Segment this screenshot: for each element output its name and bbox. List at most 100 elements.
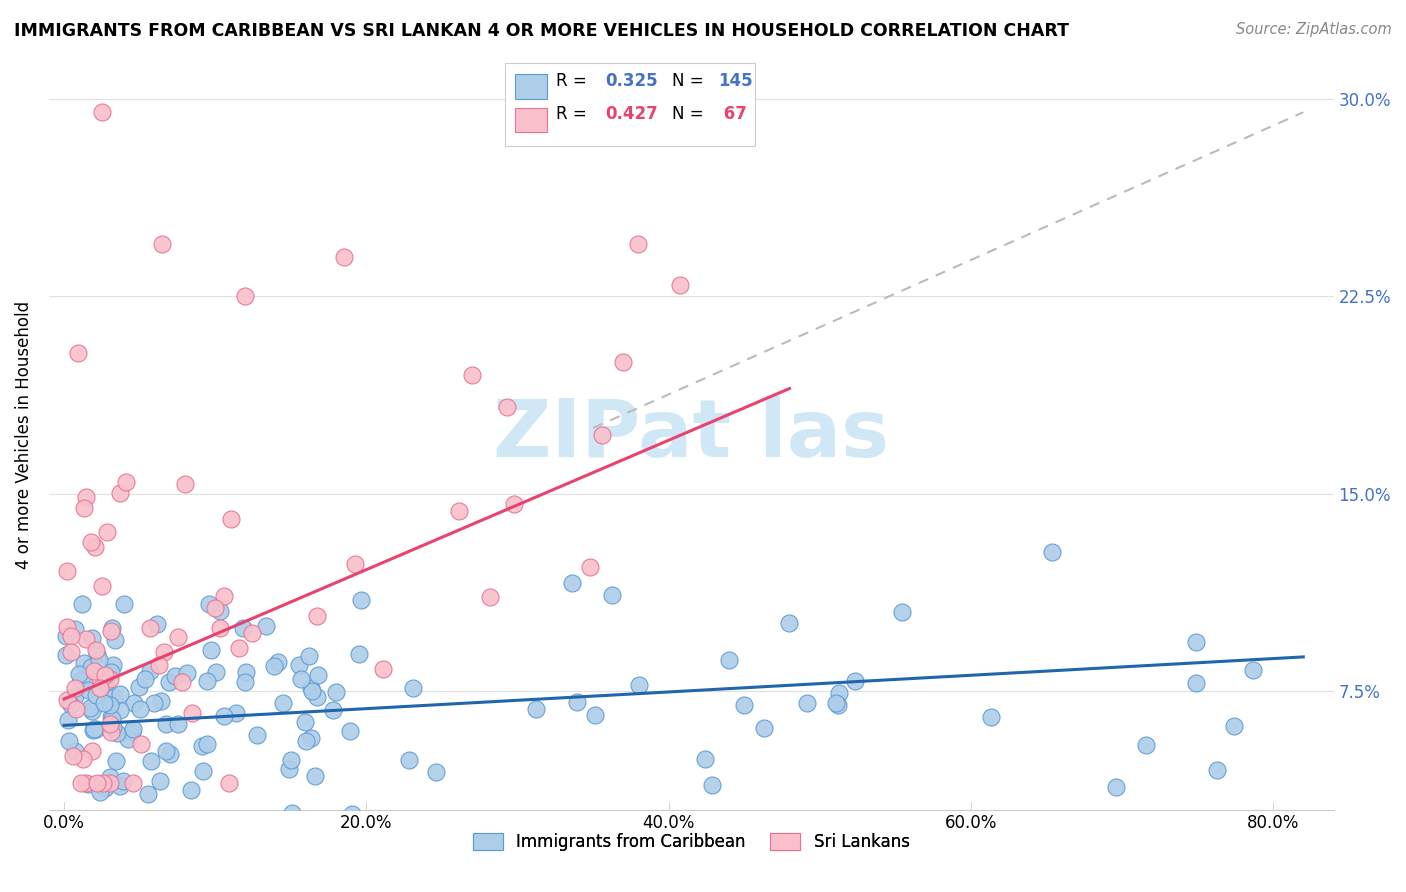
Point [60, 645, 83, 659]
Point [212, 709, 235, 723]
Point [347, 647, 370, 661]
Point [195, 673, 218, 688]
Point [121, 724, 143, 739]
Point [827, 698, 849, 712]
Point [339, 723, 361, 738]
Text: N =: N = [672, 105, 709, 123]
Text: 0.325: 0.325 [605, 71, 658, 89]
Point [600, 588, 623, 602]
Point [307, 668, 329, 682]
Point [561, 575, 583, 590]
Point [155, 744, 177, 758]
Point [124, 696, 146, 710]
Point [200, 642, 222, 657]
Point [267, 655, 290, 669]
Point [94, 668, 117, 682]
Point [212, 589, 235, 603]
Point [63, 622, 86, 636]
Point [56, 620, 79, 634]
Point [55, 629, 77, 643]
Point [167, 717, 190, 731]
Point [278, 763, 301, 777]
Point [208, 621, 231, 635]
Point [93, 696, 115, 710]
Point [58, 713, 80, 727]
Point [97, 691, 120, 706]
Point [79, 701, 101, 715]
Point [778, 615, 800, 630]
Point [825, 696, 848, 710]
Point [796, 696, 818, 710]
Point [98, 716, 121, 731]
Point [98, 776, 121, 790]
Point [94, 674, 117, 689]
Point [181, 706, 204, 721]
Point [246, 728, 269, 742]
Point [612, 354, 634, 368]
Point [100, 624, 122, 639]
Point [87, 669, 110, 683]
Point [425, 765, 447, 780]
Point [370, 873, 392, 888]
Point [208, 604, 231, 618]
Point [273, 696, 295, 710]
Point [75, 632, 97, 646]
Point [129, 737, 152, 751]
Point [693, 752, 716, 766]
Point [157, 674, 180, 689]
Point [129, 701, 152, 715]
Point [1223, 719, 1246, 733]
Text: R =: R = [557, 71, 592, 89]
FancyBboxPatch shape [505, 63, 755, 146]
Point [371, 662, 394, 676]
Point [93, 780, 115, 795]
Point [70, 597, 93, 611]
Point [1105, 780, 1128, 794]
Point [205, 665, 228, 679]
Point [76, 683, 98, 698]
Text: ZIPat las: ZIPat las [494, 395, 890, 474]
Point [89, 785, 111, 799]
Point [83, 665, 105, 679]
Point [150, 236, 173, 251]
Point [96, 525, 118, 540]
Point [350, 593, 373, 607]
Point [321, 703, 343, 717]
Point [146, 617, 169, 632]
Point [844, 673, 866, 688]
Point [479, 590, 502, 604]
Point [524, 702, 547, 716]
Point [84, 722, 107, 736]
Point [84, 688, 107, 702]
Point [100, 665, 122, 680]
Point [80, 660, 103, 674]
Point [108, 703, 131, 717]
Point [733, 698, 755, 713]
Point [344, 557, 367, 571]
Point [89, 681, 111, 696]
Point [1135, 738, 1157, 752]
Bar [515, 74, 547, 99]
Point [232, 621, 254, 635]
Point [86, 648, 108, 662]
Point [100, 725, 122, 739]
Point [1241, 664, 1264, 678]
Point [170, 675, 193, 690]
Point [67, 345, 90, 359]
Legend: Immigrants from Caribbean, Sri Lankans: Immigrants from Caribbean, Sri Lankans [465, 826, 917, 857]
Point [627, 236, 650, 251]
Point [134, 673, 156, 687]
Point [583, 708, 606, 723]
Point [263, 659, 285, 673]
Point [240, 625, 263, 640]
Point [591, 428, 613, 442]
Point [100, 622, 122, 636]
Point [67, 666, 90, 681]
Y-axis label: 4 or more Vehicles in Household: 4 or more Vehicles in Household [15, 301, 32, 568]
Point [628, 678, 651, 692]
Point [117, 732, 139, 747]
Text: 145: 145 [718, 71, 752, 89]
Point [111, 773, 134, 788]
Point [174, 477, 197, 491]
Point [980, 710, 1002, 724]
